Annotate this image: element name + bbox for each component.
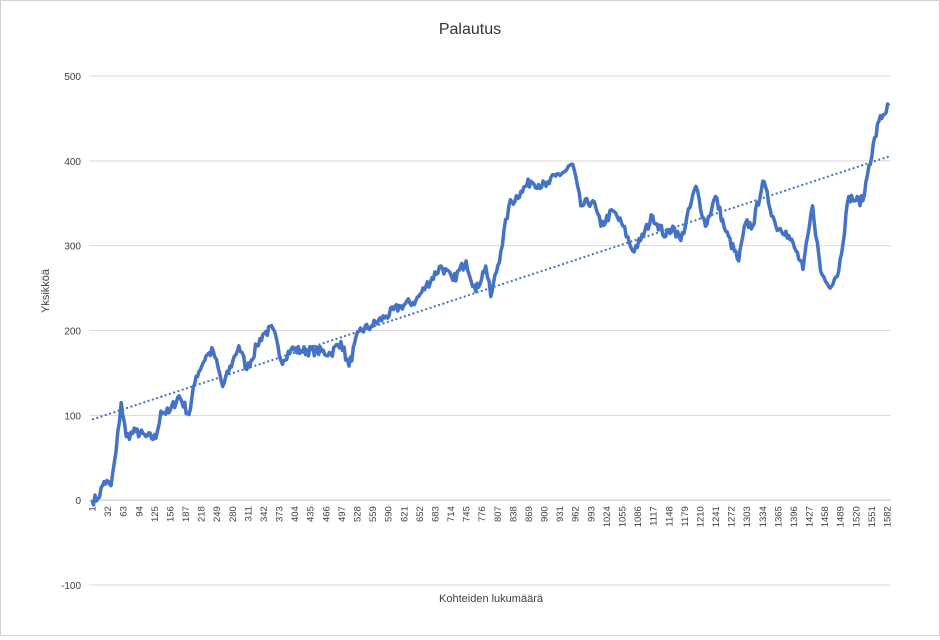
- x-tick-label: 63: [119, 506, 130, 517]
- x-tick-label: 745: [462, 506, 473, 522]
- x-tick-label: 1458: [820, 506, 831, 527]
- y-tick-label: 200: [64, 327, 81, 338]
- x-tick-label: 1024: [602, 506, 613, 527]
- x-tick-label: 342: [259, 506, 270, 522]
- x-tick-label: 1210: [695, 506, 706, 527]
- x-tick-label: 1582: [883, 506, 894, 527]
- series-line-palautus: [90, 102, 891, 507]
- x-tick-label: 1117: [649, 506, 660, 526]
- x-tick-label: 373: [275, 506, 286, 522]
- x-tick-label: 1148: [664, 506, 675, 526]
- x-tick-label: 931: [555, 506, 566, 522]
- y-tick-label: 100: [64, 411, 81, 422]
- x-tick-label: 714: [446, 506, 457, 522]
- x-tick-label: 1427: [805, 506, 816, 527]
- x-tick-label: 1: [88, 506, 99, 511]
- x-tick-label: 156: [165, 506, 176, 522]
- x-tick-label: 125: [150, 506, 161, 522]
- x-axis-label: Kohteiden lukumäärä: [439, 593, 544, 605]
- x-tick-label: 1396: [789, 506, 800, 527]
- x-tick-label: 528: [353, 506, 364, 522]
- x-tick-label: 869: [524, 506, 535, 522]
- x-tick-label: 652: [415, 506, 426, 522]
- y-tick-label: 300: [64, 242, 81, 253]
- x-tick-label: 94: [134, 506, 145, 517]
- x-tick-label: 559: [368, 506, 379, 522]
- x-tick-label: 838: [508, 506, 519, 522]
- x-tick-label: 466: [321, 506, 332, 522]
- x-tick-label: 187: [181, 506, 192, 522]
- x-tick-label: 683: [430, 506, 441, 522]
- x-tick-label: 1272: [727, 506, 738, 527]
- x-tick-label: 1086: [633, 506, 644, 527]
- chart-title: Palautus: [439, 21, 501, 38]
- x-tick-label: 962: [571, 506, 582, 522]
- x-tick-label: 311: [243, 506, 254, 521]
- y-tick-label: 500: [64, 72, 81, 83]
- x-tick-label: 1489: [836, 506, 847, 527]
- x-tick-label: 1055: [618, 506, 629, 527]
- x-tick-label: 1365: [773, 506, 784, 527]
- x-tick-label: 497: [337, 506, 348, 522]
- x-tick-label: 1520: [851, 506, 862, 527]
- y-tick-label: 0: [75, 496, 81, 507]
- x-tick-label: 1334: [758, 506, 769, 527]
- trendline: [91, 154, 892, 421]
- x-tick-label: 1303: [742, 506, 753, 527]
- y-axis-label: Yksikköä: [40, 268, 52, 313]
- x-tick-label: 807: [493, 506, 504, 522]
- x-tick-label: 1179: [680, 506, 691, 526]
- x-tick-label: 1551: [867, 506, 878, 527]
- x-tick-label: 1241: [711, 506, 722, 527]
- x-tick-label: 404: [290, 506, 301, 522]
- y-tick-label: -100: [61, 581, 81, 592]
- x-tick-label: 435: [306, 506, 317, 522]
- x-tick-label: 218: [197, 506, 208, 522]
- x-tick-label: 900: [540, 506, 551, 522]
- x-tick-label: 993: [586, 506, 597, 522]
- y-tick-label: 400: [64, 157, 81, 168]
- x-tick-label: 280: [228, 506, 239, 522]
- x-tick-label: 249: [212, 506, 223, 522]
- x-tick-label: 590: [384, 506, 395, 522]
- x-tick-label: 621: [399, 506, 410, 522]
- x-tick-label: 776: [477, 506, 488, 522]
- x-tick-label: 32: [103, 506, 114, 517]
